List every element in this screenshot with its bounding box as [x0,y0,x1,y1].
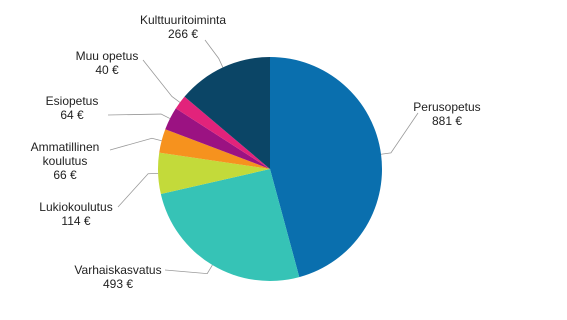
category-label: Muu opetus [75,49,139,63]
category-label: Varhaiskasvatus [74,263,162,277]
value-label: 64 € [60,108,84,122]
slice-label: Kulttuuritoiminta 266 € [140,13,226,41]
value-label: 493 € [102,277,134,291]
value-label: 266 € [167,27,199,41]
value-label: 881 € [431,114,463,128]
category-label: Esiopetus [45,94,99,108]
slice-label: Perusopetus 881 € [413,100,480,128]
value-label: 66 € [53,168,77,182]
category-label: Ammatillinen koulutus [30,140,100,168]
category-label: Perusopetus [413,100,481,114]
leader-line [107,113,171,119]
value-label: 114 € [61,214,91,228]
pie-slice [184,56,270,169]
pie-slice [165,108,270,169]
leader-line [380,112,419,155]
leader-line [117,172,159,208]
slice-label: Ammatillinen koulutus 66 € [25,140,105,182]
leader-line [164,264,213,275]
slice-label: Varhaiskasvatus 493 € [74,263,161,291]
pie-slice [270,56,383,278]
slice-label: Esiopetus 64 € [46,94,99,122]
leader-line [109,137,162,151]
pie-slice [160,169,300,281]
slice-label: Lukiokoulutus 114 € [39,200,112,228]
value-label: 40 € [95,63,119,77]
category-label: Kulttuuritoiminta [139,13,227,27]
pie-slice [159,129,270,169]
leader-line [204,39,224,68]
category-label: Lukiokoulutus [39,200,113,214]
slice-label: Muu opetus 40 € [76,49,139,77]
pie-slice [158,152,270,195]
pie-slice [175,96,270,169]
leader-line [142,59,181,103]
